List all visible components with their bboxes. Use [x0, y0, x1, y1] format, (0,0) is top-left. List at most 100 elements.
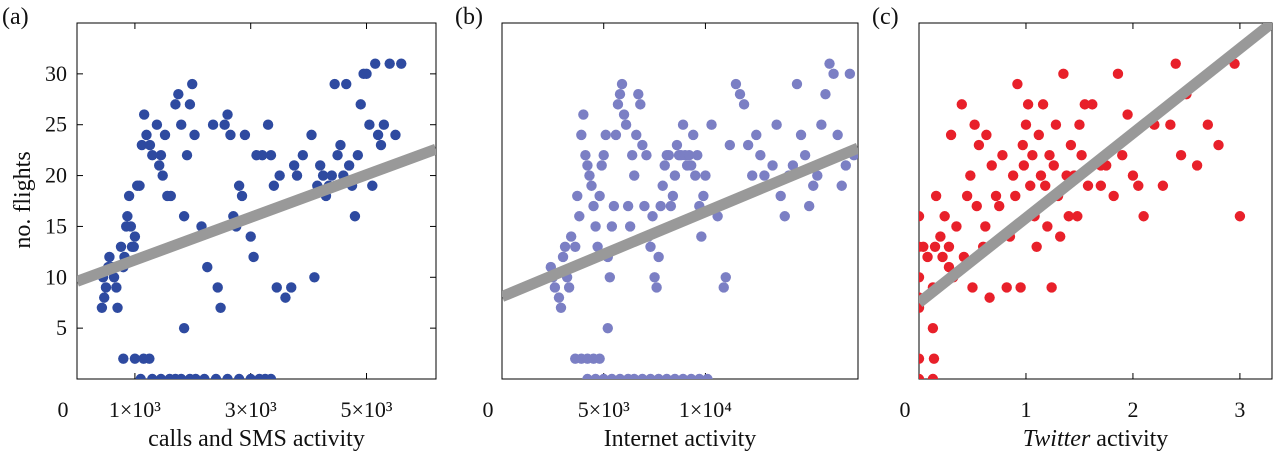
- data-point: [233, 180, 245, 191]
- data-point: [1133, 180, 1144, 191]
- data-point: [144, 353, 155, 364]
- data-point: [653, 251, 664, 263]
- data-point: [586, 180, 597, 191]
- data-point: [969, 119, 980, 130]
- data-point: [803, 200, 815, 212]
- data-point: [173, 89, 184, 100]
- data-point: [610, 129, 622, 141]
- data-point: [134, 180, 145, 191]
- data-point: [553, 292, 565, 303]
- data-point: [361, 68, 372, 80]
- data-point: [1031, 241, 1042, 252]
- data-point: [555, 302, 567, 313]
- panel-label: (a): [2, 4, 29, 30]
- data-point: [626, 150, 638, 161]
- data-point: [355, 99, 366, 110]
- data-point: [349, 211, 361, 222]
- data-point: [108, 272, 120, 283]
- data-point: [943, 261, 955, 273]
- data-point: [1010, 190, 1021, 202]
- data-point: [1234, 211, 1246, 222]
- plot-frame: [918, 22, 1273, 380]
- data-point: [582, 160, 593, 171]
- data-point: [578, 109, 589, 120]
- data-point: [187, 78, 198, 90]
- data-point: [245, 231, 256, 242]
- data-point: [155, 150, 167, 161]
- data-point: [951, 221, 962, 232]
- data-point: [151, 119, 163, 130]
- x-axis-title: Internet activity: [604, 426, 757, 452]
- data-point: [661, 373, 672, 379]
- data-point: [945, 129, 957, 141]
- data-point: [698, 190, 709, 202]
- data-point: [659, 160, 670, 171]
- data-point: [608, 200, 620, 212]
- data-point: [111, 282, 122, 293]
- data-point: [730, 78, 742, 90]
- x-tick-label: 5×10³: [341, 397, 393, 422]
- data-point: [1025, 180, 1036, 191]
- data-point: [779, 211, 790, 222]
- data-point: [677, 373, 689, 379]
- data-point: [580, 150, 591, 161]
- data-point: [602, 322, 613, 334]
- data-point: [738, 99, 750, 110]
- data-point: [1035, 170, 1047, 181]
- data-point: [199, 373, 210, 379]
- data-point: [956, 99, 967, 110]
- data-point: [981, 129, 992, 141]
- data-point: [706, 119, 717, 130]
- data-point: [665, 200, 677, 212]
- x-tick-label: 1×10³: [109, 397, 161, 422]
- data-point: [840, 160, 851, 171]
- data-point: [557, 251, 569, 263]
- data-point: [378, 119, 390, 130]
- data-point: [96, 302, 108, 313]
- data-point: [688, 129, 699, 141]
- data-point: [207, 119, 219, 130]
- data-point: [618, 109, 630, 120]
- data-point: [919, 241, 929, 252]
- data-point: [1074, 119, 1085, 130]
- data-point: [929, 241, 941, 252]
- x-axis-title: Twitter activity: [1023, 426, 1169, 452]
- data-point: [1055, 231, 1066, 242]
- data-point: [922, 251, 933, 263]
- data-point: [314, 160, 326, 171]
- data-point: [165, 190, 177, 202]
- data-point: [1076, 150, 1087, 161]
- data-point: [135, 373, 146, 379]
- data-point: [565, 231, 577, 242]
- data-point: [190, 373, 201, 379]
- data-point: [994, 200, 1005, 212]
- data-point: [590, 221, 601, 232]
- data-point: [919, 211, 925, 222]
- data-point: [614, 89, 626, 100]
- data-point: [1001, 282, 1012, 293]
- data-point: [590, 373, 601, 379]
- data-point: [832, 129, 843, 141]
- data-point: [629, 170, 640, 181]
- data-point: [808, 180, 819, 191]
- data-point: [1108, 190, 1119, 202]
- data-point: [549, 282, 561, 293]
- data-point: [352, 150, 364, 161]
- data-point: [576, 129, 587, 141]
- data-point: [1044, 150, 1055, 161]
- data-point: [390, 129, 401, 141]
- data-point: [828, 68, 839, 80]
- data-point: [1058, 68, 1069, 80]
- data-point: [734, 89, 746, 100]
- data-point: [799, 150, 811, 161]
- data-point: [1027, 150, 1038, 161]
- data-point: [372, 129, 384, 141]
- data-point: [559, 241, 571, 252]
- data-point: [771, 119, 782, 130]
- data-point: [791, 78, 803, 90]
- data-point: [1082, 180, 1094, 191]
- data-point: [157, 170, 168, 181]
- plot-frame: [501, 22, 859, 380]
- data-point: [649, 272, 660, 283]
